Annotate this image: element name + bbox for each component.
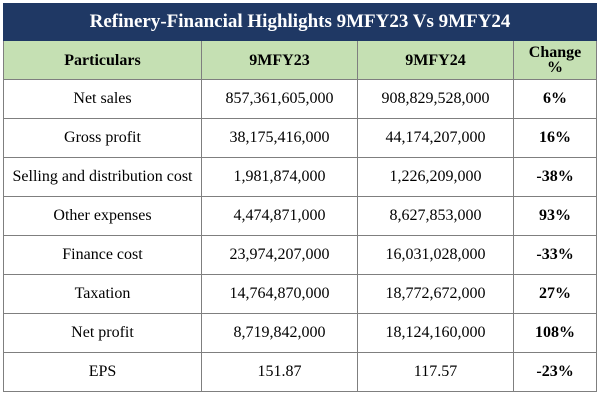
row-change-value: -23% — [512, 352, 598, 392]
header-change-line2: % — [547, 59, 564, 76]
table-row: Finance cost 23,974,207,000 16,031,028,0… — [3, 235, 598, 275]
row-9mfy23-value: 1,981,874,000 — [201, 157, 358, 197]
financial-highlights-table-wrapper: Refinery-Financial Highlights 9MFY23 Vs … — [2, 3, 598, 392]
row-label: Gross profit — [3, 118, 202, 158]
row-label: Other expenses — [3, 196, 202, 236]
table-row: EPS 151.87 117.57 -23% — [3, 352, 598, 392]
financial-highlights-table: Refinery-Financial Highlights 9MFY23 Vs … — [2, 3, 598, 392]
row-change-value: 27% — [512, 274, 598, 314]
header-9mfy23: 9MFY23 — [201, 40, 358, 80]
header-row: Particulars 9MFY23 9MFY24 Change % — [3, 40, 598, 80]
row-label: EPS — [3, 352, 202, 392]
row-9mfy23-value: 151.87 — [201, 352, 358, 392]
row-9mfy23-value: 8,719,842,000 — [201, 313, 358, 353]
row-9mfy23-value: 857,361,605,000 — [201, 79, 358, 119]
table-row: Net profit 8,719,842,000 18,124,160,000 … — [3, 313, 598, 353]
row-9mfy23-value: 4,474,871,000 — [201, 196, 358, 236]
table-row: Other expenses 4,474,871,000 8,627,853,0… — [3, 196, 598, 236]
table-row: Taxation 14,764,870,000 18,772,672,000 2… — [3, 274, 598, 314]
row-change-value: -38% — [512, 157, 598, 197]
row-9mfy24-value: 117.57 — [357, 352, 514, 392]
row-9mfy23-value: 14,764,870,000 — [201, 274, 358, 314]
row-label: Taxation — [3, 274, 202, 314]
row-change-value: 6% — [512, 79, 598, 119]
row-change-value: -33% — [512, 235, 598, 275]
row-label: Selling and distribution cost — [3, 157, 202, 197]
header-particulars: Particulars — [3, 40, 202, 80]
row-9mfy23-value: 23,974,207,000 — [201, 235, 358, 275]
header-change: Change % — [512, 40, 598, 80]
row-9mfy24-value: 44,174,207,000 — [357, 118, 514, 158]
row-9mfy24-value: 18,124,160,000 — [357, 313, 514, 353]
table-body: Net sales 857,361,605,000 908,829,528,00… — [3, 79, 598, 392]
header-change-line1: Change — [528, 44, 582, 61]
row-9mfy24-value: 1,226,209,000 — [357, 157, 514, 197]
row-9mfy24-value: 8,627,853,000 — [357, 196, 514, 236]
title-row: Refinery-Financial Highlights 9MFY23 Vs … — [2, 3, 598, 41]
row-change-value: 108% — [512, 313, 598, 353]
row-change-value: 16% — [512, 118, 598, 158]
table-title: Refinery-Financial Highlights 9MFY23 Vs … — [2, 3, 598, 41]
row-label: Net sales — [3, 79, 202, 119]
row-9mfy23-value: 38,175,416,000 — [201, 118, 358, 158]
header-9mfy24: 9MFY24 — [357, 40, 514, 80]
table-row: Gross profit 38,175,416,000 44,174,207,0… — [3, 118, 598, 158]
row-label: Finance cost — [3, 235, 202, 275]
row-change-value: 93% — [512, 196, 598, 236]
table-row: Selling and distribution cost 1,981,874,… — [3, 157, 598, 197]
row-9mfy24-value: 908,829,528,000 — [357, 79, 514, 119]
row-9mfy24-value: 16,031,028,000 — [357, 235, 514, 275]
row-label: Net profit — [3, 313, 202, 353]
row-9mfy24-value: 18,772,672,000 — [357, 274, 514, 314]
table-row: Net sales 857,361,605,000 908,829,528,00… — [3, 79, 598, 119]
